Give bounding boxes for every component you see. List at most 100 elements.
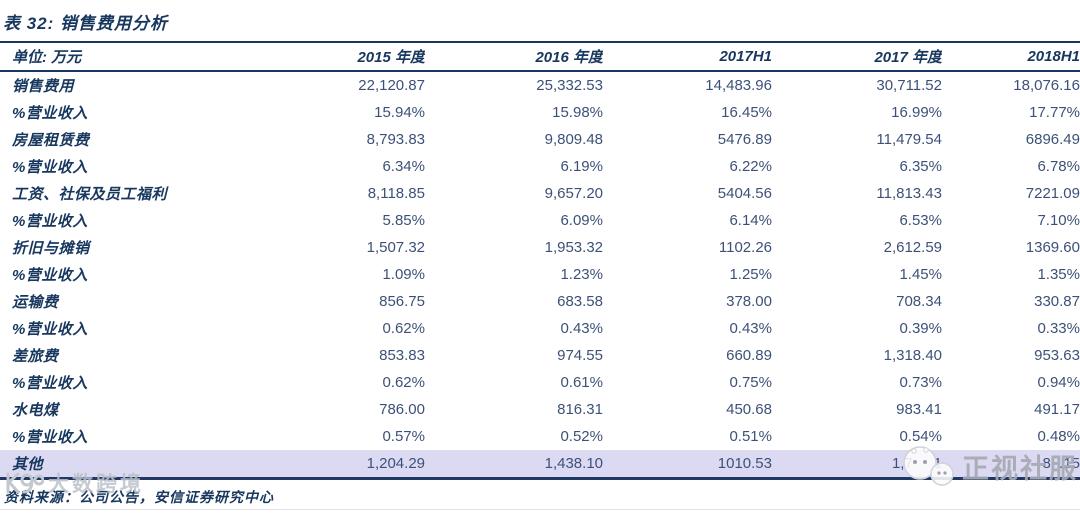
- cell-value: 0.62%: [382, 374, 425, 391]
- row-label: 水电煤: [12, 402, 59, 419]
- row-label: %营业收入: [12, 375, 88, 392]
- cell-value: 17.77%: [1029, 104, 1080, 121]
- cell-value: 9,809.48: [544, 131, 603, 148]
- cell-value: 16.99%: [891, 104, 942, 121]
- cell-value: 18,076.16: [1013, 77, 1080, 94]
- table-row: %营业收入 6.34% 6.19% 6.22% 6.35% 6.78%: [0, 153, 1080, 180]
- cell-value: 6.22%: [729, 158, 772, 175]
- source-note: 资料来源：公司公告，安信证券研究中心: [4, 489, 274, 505]
- cell-value: 1,507.32: [366, 239, 425, 256]
- row-label: %营业收入: [12, 321, 88, 338]
- cell-value: 16.45%: [721, 104, 772, 121]
- cell-value: 15.98%: [552, 104, 603, 121]
- cell-value: 2,612.59: [883, 239, 942, 256]
- cell-value: 853.83: [379, 347, 425, 364]
- table-row: %营业收入 1.09% 1.23% 1.25% 1.45% 1.35%: [0, 261, 1080, 288]
- cell-value: 450.68: [726, 401, 772, 418]
- cell-value: 6.14%: [729, 212, 772, 229]
- cell-value: 0.43%: [560, 320, 603, 337]
- cell-value: 0.52%: [560, 428, 603, 445]
- cell-value: 1369.60: [1025, 239, 1080, 256]
- cell-value: 9,657.20: [544, 185, 603, 202]
- cell-value: 983.41: [896, 401, 942, 418]
- cell-value: 0.75%: [729, 374, 772, 391]
- cell-value: 1,438.10: [425, 450, 603, 480]
- table-row: %营业收入 0.62% 0.61% 0.75% 0.73% 0.94%: [0, 369, 1080, 396]
- table-row: %营业收入 15.94% 15.98% 16.45% 16.99% 17.77%: [0, 99, 1080, 126]
- cell-value: 1,318.40: [883, 347, 942, 364]
- cell-value: 6.78%: [1037, 158, 1080, 175]
- table-row: %营业收入 5.85% 6.09% 6.14% 6.53% 7.10%: [0, 207, 1080, 234]
- cell-value: 5.85%: [382, 212, 425, 229]
- col-header-2017: 2017 年度: [772, 43, 942, 72]
- cell-value: 15.94%: [374, 104, 425, 121]
- cell-value: 953.63: [1034, 347, 1080, 364]
- table-row: 工资、社保及员工福利 8,118.85 9,657.20 5404.56 11,813.…: [0, 180, 1080, 207]
- cell-value: 0.73%: [899, 374, 942, 391]
- cell-value: 1.45%: [899, 266, 942, 283]
- cell-value: 5404.56: [717, 185, 772, 202]
- col-header-2017h1: 2017H1: [603, 43, 772, 72]
- cell-value: 5476.89: [717, 131, 772, 148]
- cell-value: 1102.26: [718, 239, 772, 256]
- row-label: 销售费用: [12, 78, 75, 95]
- row-label: 折旧与摊销: [12, 240, 90, 257]
- cell-value: 786.00: [379, 401, 425, 418]
- sales-expense-table: 单位: 万元 2015 年度 2016 年度 2017H1 2017 年度 20…: [0, 43, 1080, 480]
- cell-value: 1.23%: [560, 266, 603, 283]
- row-label: %营业收入: [12, 105, 88, 122]
- cell-value: 1010.53: [603, 450, 772, 480]
- row-label: 运输费: [12, 294, 59, 311]
- cell-value: 1.09%: [382, 266, 425, 283]
- cell-value: 1,953.32: [544, 239, 603, 256]
- cell-value: 378.00: [726, 293, 772, 310]
- cell-value: 0.33%: [1037, 320, 1080, 337]
- cell-value: 816.31: [557, 401, 603, 418]
- col-header-2018h1: 2018H1: [942, 43, 1080, 72]
- cell-value: 1.25%: [729, 266, 772, 283]
- cell-value: 0.51%: [729, 428, 772, 445]
- cell-value: 11,813.43: [876, 185, 942, 202]
- row-label: %营业收入: [12, 159, 88, 176]
- row-label: %营业收入: [12, 267, 88, 284]
- cell-value: 7.10%: [1037, 212, 1080, 229]
- cell-value: 30,711.52: [876, 77, 942, 94]
- cell-value: 708.34: [896, 293, 942, 310]
- table-row: 水电煤 786.00 816.31 450.68 983.41 491.17: [0, 396, 1080, 423]
- cell-value: 0.62%: [382, 320, 425, 337]
- cell-value: 660.89: [726, 347, 772, 364]
- cell-value: 0.94%: [1037, 374, 1080, 391]
- cell-value: 22,120.87: [358, 77, 425, 94]
- row-label: 其他: [0, 450, 330, 480]
- table-row: %营业收入 0.62% 0.43% 0.43% 0.39% 0.33%: [0, 315, 1080, 342]
- table-row: 差旅费 853.83 974.55 660.89 1,318.40 953.63: [0, 342, 1080, 369]
- header-row: 单位: 万元 2015 年度 2016 年度 2017H1 2017 年度 20…: [0, 43, 1080, 72]
- table-row: 销售费用 22,120.87 25,332.53 14,483.96 30,711.52…: [0, 71, 1080, 99]
- row-label: 差旅费: [12, 348, 59, 365]
- table-row: %营业收入 0.57% 0.52% 0.51% 0.54% 0.48%: [0, 423, 1080, 450]
- cell-value: 0.57%: [382, 428, 425, 445]
- bottom-divider: [0, 509, 1080, 510]
- table-row: 房屋租赁费 8,793.83 9,809.48 5476.89 11,479.54 689…: [0, 126, 1080, 153]
- cell-value: 6.19%: [560, 158, 603, 175]
- row-label: %营业收入: [12, 213, 88, 230]
- cell-value: 683.58: [557, 293, 603, 310]
- cell-value: 6.34%: [382, 158, 425, 175]
- cell-value: 7221.09: [1025, 185, 1080, 202]
- cell-value: 1,204.29: [330, 450, 425, 480]
- cell-value: 6.35%: [899, 158, 942, 175]
- cell-value: 14,483.96: [705, 77, 772, 94]
- row-label: %营业收入: [12, 429, 88, 446]
- table-title: 表 32: 销售费用分析: [0, 0, 1080, 43]
- cell-value: 974.55: [557, 347, 603, 364]
- table-row: 折旧与摊销 1,507.32 1,953.32 1102.26 2,612.59 1369…: [0, 234, 1080, 261]
- cell-value: 8 .15: [942, 450, 1080, 480]
- row-label: 工资、社保及员工福利: [12, 186, 168, 203]
- cell-value: 856.75: [379, 293, 425, 310]
- cell-value: 0.43%: [729, 320, 772, 337]
- cell-value: 491.17: [1034, 401, 1080, 418]
- cell-value: 11,479.54: [876, 131, 942, 148]
- cell-value: 0.48%: [1037, 428, 1080, 445]
